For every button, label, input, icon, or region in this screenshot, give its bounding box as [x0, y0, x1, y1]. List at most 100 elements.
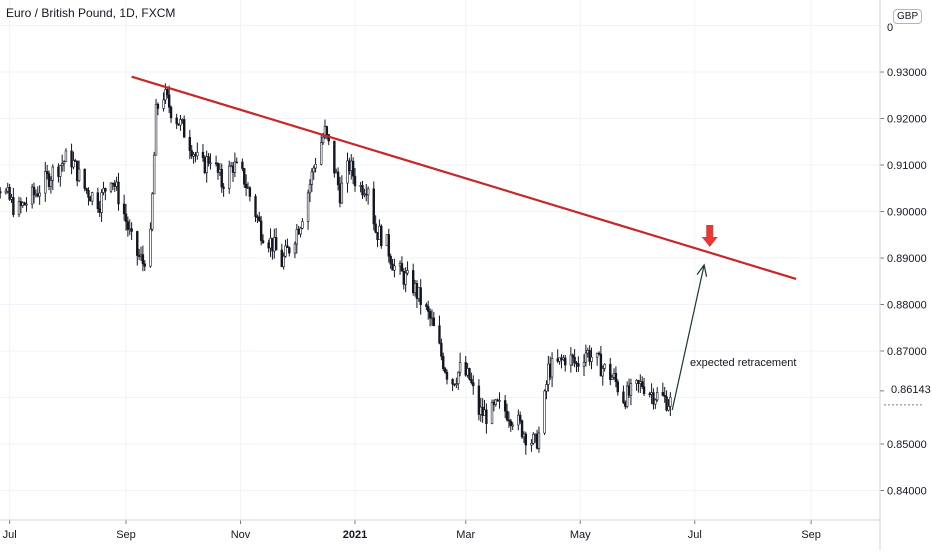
candle-body [310, 171, 314, 185]
annotation-expected-retracement: expected retracement [690, 357, 797, 369]
candle-body [241, 161, 244, 169]
candle-body [490, 401, 494, 424]
candle-body [17, 201, 21, 216]
candle-body [258, 216, 261, 222]
candle-body [569, 354, 573, 366]
candle-body [430, 317, 434, 320]
candle-body [104, 188, 107, 192]
candle-body [492, 401, 496, 405]
candle-body [273, 237, 276, 252]
candle-body [122, 203, 126, 215]
last-price-label: 0.86143 [891, 384, 931, 396]
candle-body [663, 395, 666, 397]
candle-body [154, 103, 158, 156]
candle-body [149, 228, 152, 267]
candle-body [248, 187, 252, 197]
candle-body [152, 154, 156, 195]
candle-body [616, 381, 619, 393]
candle-body [609, 363, 612, 380]
y-tick-label: 0.84000 [887, 486, 927, 498]
chart-title: Euro / British Pound, 1D, FXCM [6, 6, 176, 20]
candle-body [36, 193, 39, 197]
candle-body [72, 160, 75, 168]
candle-body [359, 185, 362, 187]
x-tick-label: May [570, 529, 591, 541]
candle-body [167, 94, 171, 108]
candle-body [139, 254, 143, 257]
candle-body [625, 385, 629, 407]
candle-body [64, 150, 68, 162]
candle-body [45, 171, 49, 175]
candle-body [340, 182, 344, 204]
candle-body [665, 396, 668, 411]
candle-body [267, 242, 270, 249]
candle-body [543, 390, 546, 434]
candle-body [96, 192, 100, 209]
candle-body [19, 201, 23, 206]
candle-body [654, 399, 657, 405]
candle-body [47, 173, 51, 187]
candle-body [256, 216, 259, 218]
down-arrow-marker [701, 225, 718, 248]
candle-body [652, 392, 655, 405]
candle-body [520, 420, 524, 438]
candle-body [547, 363, 550, 385]
candle-body [333, 140, 336, 174]
candle-body [440, 342, 443, 357]
candle-body [366, 188, 370, 196]
candle-body [648, 393, 651, 396]
candle-body [214, 162, 218, 165]
y-tick-label: 0.88000 [887, 300, 927, 312]
candle-body [387, 234, 390, 257]
candle-body [117, 181, 120, 205]
candle-body [556, 358, 559, 362]
candle-body [4, 190, 8, 194]
candle-body [496, 399, 499, 402]
candle-body [164, 89, 167, 101]
candle-body [113, 183, 116, 187]
candle-body [550, 358, 554, 378]
candle-body [10, 197, 13, 200]
candle-body [216, 163, 220, 173]
projection-arrow-head [696, 263, 708, 277]
candle-body [102, 188, 105, 193]
candle-body [575, 362, 578, 365]
candle-body [338, 184, 342, 204]
projection-arrow-line [671, 264, 705, 411]
candle-body [246, 187, 250, 190]
candle-body [537, 432, 541, 449]
candle-body [175, 117, 178, 125]
candle-body [98, 208, 101, 213]
candle-body [398, 263, 402, 267]
candle-body [624, 402, 627, 407]
y-tick-label: 0.87000 [887, 346, 927, 358]
y-tick-label: 0.91000 [887, 160, 927, 172]
candle-body [306, 192, 310, 222]
candle-body [38, 192, 41, 197]
candle-body [261, 240, 265, 244]
candle-body [0, 191, 2, 194]
candle-body [335, 171, 338, 174]
candle-body [451, 379, 454, 385]
candle-body [642, 386, 646, 395]
candle-body [182, 119, 186, 138]
candle-body [351, 160, 355, 177]
candle-body [209, 162, 212, 165]
candle-body [522, 433, 526, 438]
candle-body [417, 287, 421, 299]
candle-body [582, 361, 586, 367]
currency-badge[interactable]: GBP [893, 9, 923, 24]
candle-body [458, 362, 462, 373]
candle-body [51, 166, 54, 181]
candle-body [308, 184, 312, 194]
trendline [131, 75, 797, 280]
candle-body [111, 182, 115, 185]
candle-body [468, 368, 471, 380]
candle-body [494, 399, 497, 405]
candle-body [669, 396, 672, 407]
candle-body [222, 186, 225, 189]
candle-body [336, 171, 340, 186]
x-tick-label: Sep [801, 529, 821, 541]
